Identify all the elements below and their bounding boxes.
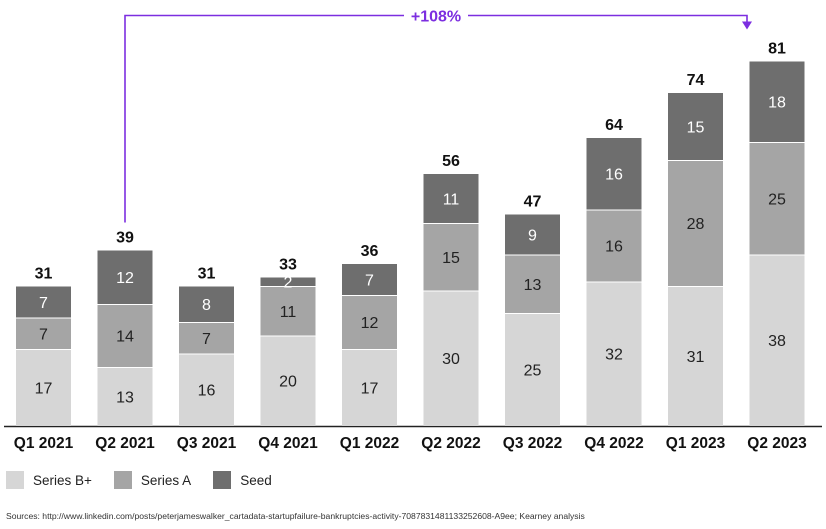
- segment-value-label: 25: [768, 191, 786, 208]
- segment-value-label: 25: [524, 362, 542, 379]
- bar-segment: [260, 277, 316, 287]
- segment-value-label: 2: [284, 275, 293, 292]
- bar-segment: [668, 286, 723, 426]
- bar-total-label: 74: [687, 72, 705, 89]
- segment-value-label: 16: [605, 239, 623, 256]
- growth-arrow-head: [742, 21, 752, 30]
- segment-value-label: 15: [687, 119, 705, 136]
- bar-segment: [260, 286, 316, 336]
- x-tick-label: Q2 2023: [747, 435, 807, 452]
- bar-segment: [179, 354, 234, 426]
- source-note: Sources: http://www.linkedin.com/posts/p…: [6, 511, 585, 521]
- segment-value-label: 11: [443, 191, 460, 208]
- bar-total-label: 81: [768, 41, 786, 58]
- segment-value-label: 28: [687, 216, 705, 233]
- legend-item-seed: Seed: [213, 471, 272, 489]
- bar-total-label: 33: [279, 257, 297, 274]
- legend-label-series-b-plus: Series B+: [33, 472, 92, 488]
- segment-value-label: 18: [768, 95, 786, 112]
- bar-segment: [97, 250, 153, 305]
- segment-value-label: 13: [116, 389, 134, 406]
- bar-segment: [342, 295, 397, 350]
- segment-value-label: 16: [605, 167, 623, 184]
- segment-value-label: 13: [524, 277, 542, 294]
- legend-label-series-a: Series A: [140, 472, 192, 488]
- bar-segment: [423, 291, 479, 426]
- x-tick-label: Q1 2021: [14, 435, 74, 452]
- bar-segment: [179, 322, 234, 354]
- segment-value-label: 7: [39, 295, 48, 312]
- bar-segment: [97, 367, 153, 426]
- bar-segment: [16, 349, 71, 426]
- bar-segment: [749, 61, 805, 143]
- legend-item-series-b-plus: Series B+: [6, 471, 92, 489]
- bar-segment: [505, 214, 560, 255]
- bar-total-label: 47: [524, 194, 542, 211]
- legend-swatch-series-b-plus: [6, 471, 24, 489]
- bar-segment: [97, 304, 153, 368]
- bar-segment: [342, 349, 397, 426]
- bar-segment: [260, 336, 316, 426]
- bar-segment: [505, 313, 560, 426]
- bar-segment: [749, 255, 805, 426]
- segment-value-label: 32: [605, 347, 623, 364]
- x-tick-label: Q3 2021: [177, 435, 237, 452]
- segment-value-label: 7: [365, 272, 374, 289]
- segment-value-label: 17: [35, 380, 53, 397]
- bar-segment: [749, 142, 805, 255]
- x-tick-label: Q2 2022: [421, 435, 480, 452]
- bar-total-label: 31: [198, 266, 216, 283]
- segment-value-label: 11: [280, 304, 297, 321]
- legend-swatch-series-a: [113, 471, 132, 489]
- bar-segment: [505, 255, 560, 314]
- segment-value-label: 31: [687, 349, 705, 366]
- segment-value-label: 12: [361, 315, 379, 332]
- x-tick-label: Q3 2022: [503, 435, 562, 452]
- segment-value-label: 38: [768, 333, 786, 350]
- x-tick-label: Q4 2021: [258, 435, 318, 452]
- segment-value-label: 12: [116, 270, 134, 287]
- segment-value-label: 17: [361, 380, 379, 397]
- segment-value-label: 7: [202, 331, 211, 348]
- bar-segment: [668, 160, 723, 287]
- segment-value-label: 30: [442, 351, 460, 368]
- x-tick-label: Q2 2021: [95, 435, 155, 452]
- bar-total-label: 39: [116, 230, 134, 247]
- bar-segment: [423, 223, 479, 291]
- bar-segment: [16, 286, 71, 318]
- legend: Series B+ Series A Seed: [6, 471, 294, 489]
- x-tick-label: Q4 2022: [584, 435, 643, 452]
- segment-value-label: 14: [116, 329, 134, 346]
- bar-segment: [179, 286, 234, 323]
- bar-segment: [586, 282, 642, 426]
- segment-value-label: 16: [198, 383, 216, 400]
- bar-segment: [16, 318, 71, 350]
- x-tick-label: Q1 2022: [340, 435, 399, 452]
- segment-value-label: 15: [442, 250, 460, 267]
- bar-total-label: 64: [605, 117, 623, 134]
- segment-value-label: 20: [279, 374, 297, 391]
- bar-segment: [586, 138, 642, 210]
- bar-segment: [668, 93, 723, 161]
- bar-total-label: 36: [361, 243, 379, 260]
- bar-segment: [586, 210, 642, 282]
- legend-swatch-seed: [213, 471, 232, 489]
- bar-segment: [342, 264, 397, 296]
- bar-segment: [423, 174, 479, 224]
- bar-total-label: 56: [442, 153, 460, 170]
- growth-bracket: [124, 14, 748, 223]
- growth-annotation-label: +108%: [411, 9, 461, 26]
- x-tick-label: Q1 2023: [666, 435, 726, 452]
- bar-total-label: 31: [35, 266, 53, 283]
- segment-value-label: 9: [528, 227, 537, 244]
- legend-item-series-a: Series A: [113, 471, 192, 489]
- segment-value-label: 7: [39, 326, 48, 343]
- legend-label-seed: Seed: [240, 472, 272, 488]
- segment-value-label: 8: [202, 297, 211, 314]
